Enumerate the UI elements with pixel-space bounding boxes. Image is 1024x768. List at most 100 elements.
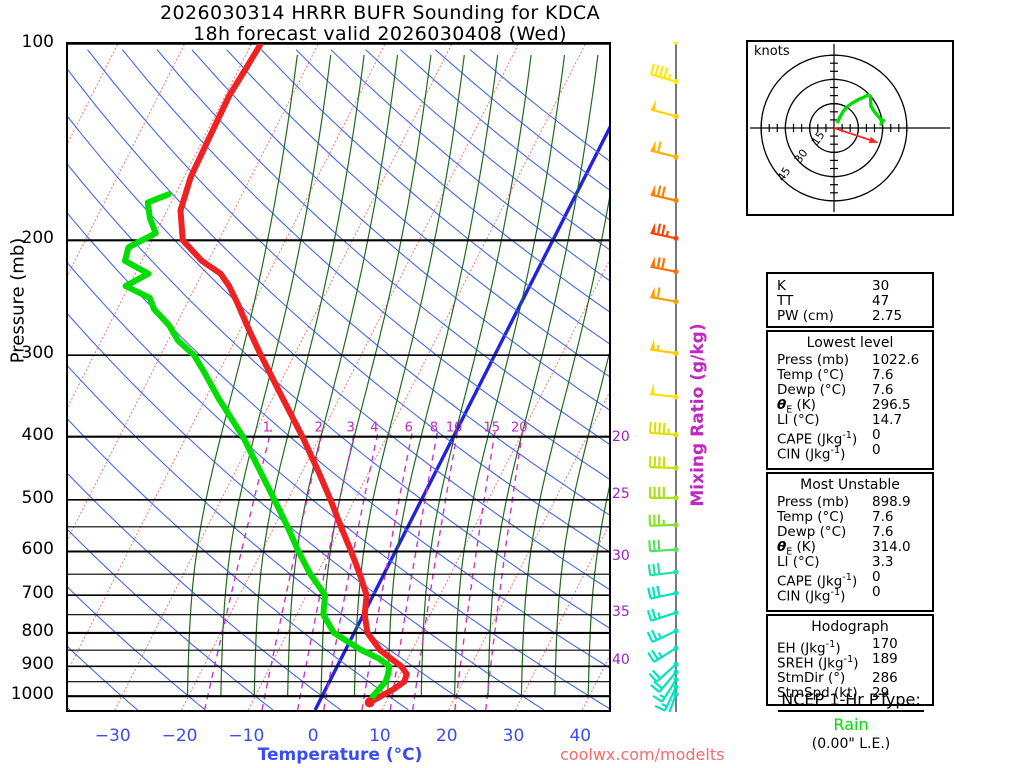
skewt-canvas <box>68 44 609 710</box>
most-unstable-value: 0 <box>872 569 881 585</box>
mixing-ratio-label-20: 20 <box>511 420 528 436</box>
pressure-tick-100: 100 <box>21 32 54 52</box>
lowest-level-row: CIN (Jkg-1) 0 <box>768 442 932 462</box>
lowest-level-row: Temp (°C) 7.6 <box>768 368 932 383</box>
pressure-tick-200: 200 <box>21 228 54 249</box>
wind-barb <box>647 585 679 600</box>
hodograph-units-label: knots <box>754 44 790 59</box>
pressure-axis: 100 200 300 400 500 600 700 800 900 1000 <box>0 32 62 712</box>
most-unstable-panel: Most Unstable Press (mb) 898.9 Temp (°C) 7.… <box>766 472 934 612</box>
wind-barb <box>654 684 679 712</box>
lowest-level-value: 1022.6 <box>872 352 920 368</box>
mixing-ratio-label-10: 10 <box>445 420 463 436</box>
lowest-level-row: LI (°C) 14.7 <box>768 413 932 428</box>
height-tick-20: 20 <box>612 429 630 445</box>
index-key: TT <box>777 293 794 309</box>
mixing-ratio-label-2: 2 <box>314 420 323 436</box>
wind-barb <box>650 286 679 305</box>
index-key: PW (cm) <box>777 308 834 324</box>
wind-barb <box>650 256 679 275</box>
index-value: 2.75 <box>872 308 903 324</box>
lowest-level-row: Dewp (°C) 7.6 <box>768 383 932 398</box>
index-row: K 30 <box>768 279 932 294</box>
most-unstable-title: Most Unstable <box>800 477 900 493</box>
lowest-level-value: 7.6 <box>872 382 894 398</box>
wind-barb <box>646 608 679 622</box>
hodograph-stat-value: 286 <box>872 670 898 686</box>
wind-barb <box>650 222 679 241</box>
most-unstable-row: Dewp (°C) 7.6 <box>768 525 932 540</box>
mixing-ratio-label-1: 1 <box>262 420 271 436</box>
wind-barb <box>647 645 679 663</box>
most-unstable-row: Temp (°C) 7.6 <box>768 510 932 525</box>
temperature-tick--30: −30 <box>94 726 131 746</box>
hodograph-ring-label-30: 30 <box>792 147 811 166</box>
lowest-level-key: Dewp (°C) <box>777 382 847 398</box>
wind-barb <box>650 99 679 119</box>
lowest-level-value: 0 <box>872 442 881 458</box>
most-unstable-value: 0 <box>872 584 881 600</box>
temperature-tick-20: 20 <box>435 726 458 746</box>
pressure-tick-800: 800 <box>21 620 54 641</box>
wind-barb <box>650 338 679 356</box>
wind-barb <box>648 661 679 683</box>
height-tick-25: 25 <box>612 486 630 502</box>
hodograph-stat-value: 189 <box>872 651 898 667</box>
lowest-level-key: LI (°C) <box>777 412 820 428</box>
wind-barb <box>649 63 679 85</box>
wind-barb-column <box>640 23 710 720</box>
ptype-title: NCEP 1-Hr PType: <box>778 690 924 712</box>
lowest-level-panel: Lowest level Press (mb) 1022.6 Temp (°C) 7.… <box>766 330 934 470</box>
mixing-ratio-label-8: 8 <box>429 420 439 436</box>
lowest-level-key: θE (K) <box>777 397 816 416</box>
index-value: 30 <box>872 278 890 294</box>
most-unstable-key: θE (K) <box>777 539 816 558</box>
wind-barb <box>646 628 679 643</box>
most-unstable-key: CAPE (Jkg-1) <box>777 572 858 590</box>
temperature-tick-30: 30 <box>502 726 525 746</box>
mixing-ratio-label-4: 4 <box>370 420 379 436</box>
wind-barb <box>648 539 679 553</box>
most-unstable-row: CAPE (Jkg-1) 0 <box>768 569 932 589</box>
page-subtitle: 18h forecast valid 2026030408 (Wed) <box>193 23 567 45</box>
page-title: 2026030314 HRRR BUFR Sounding for KDCA <box>160 2 600 24</box>
lowest-level-key: CAPE (Jkg-1) <box>777 430 858 448</box>
most-unstable-row: Press (mb) 898.9 <box>768 495 932 510</box>
height-tick-30: 30 <box>612 548 630 564</box>
wind-barb <box>648 514 679 528</box>
temperature-tick-0: 0 <box>307 726 319 746</box>
pressure-tick-500: 500 <box>21 487 54 508</box>
hodograph-stat-value: 29 <box>872 685 890 701</box>
most-unstable-value: 3.3 <box>872 554 894 570</box>
most-unstable-key: LI (°C) <box>777 554 820 570</box>
lowest-level-value: 0 <box>872 427 881 443</box>
hodograph-stat-row: EH (Jkg-1) 170 <box>768 636 932 656</box>
hodograph-stat-key: EH (Jkg-1) <box>777 639 841 657</box>
lowest-level-key: CIN (Jkg-1) <box>777 445 846 463</box>
hodograph-stat-key: StmSpd (kt) <box>777 685 858 701</box>
temperature-tick-10: 10 <box>369 726 391 746</box>
height-tick-40: 40 <box>612 652 630 668</box>
wind-barb <box>650 669 679 693</box>
wind-barb-canvas <box>646 23 679 720</box>
lowest-level-row: Press (mb) 1022.6 <box>768 353 932 368</box>
hodograph-stat-value: 170 <box>872 636 898 652</box>
ptype-amount: (0.00" L.E.) <box>811 736 891 752</box>
hodograph-stat-key: SREH (Jkg-1) <box>777 654 859 672</box>
hodograph-stats-panel: Hodograph EH (Jkg-1) 170 SREH (Jkg-1) 189 St… <box>766 614 934 706</box>
most-unstable-value: 7.6 <box>872 524 894 540</box>
mixing-ratio-label-3: 3 <box>346 420 355 436</box>
wind-barb <box>650 23 679 45</box>
hodograph-stat-key: StmDir (°) <box>777 670 846 686</box>
most-unstable-row: LI (°C) 3.3 <box>768 555 932 570</box>
pressure-tick-1000: 1000 <box>10 684 54 705</box>
hodograph-stats-title: Hodograph <box>811 619 889 635</box>
wind-barb <box>650 140 679 160</box>
ptype-value: Rain <box>833 715 869 734</box>
most-unstable-key: Dewp (°C) <box>777 524 847 540</box>
mixing-ratio-label-15: 15 <box>483 420 501 436</box>
pressure-tick-900: 900 <box>21 654 54 675</box>
wind-barb <box>648 486 679 501</box>
lowest-level-value: 14.7 <box>872 412 903 428</box>
